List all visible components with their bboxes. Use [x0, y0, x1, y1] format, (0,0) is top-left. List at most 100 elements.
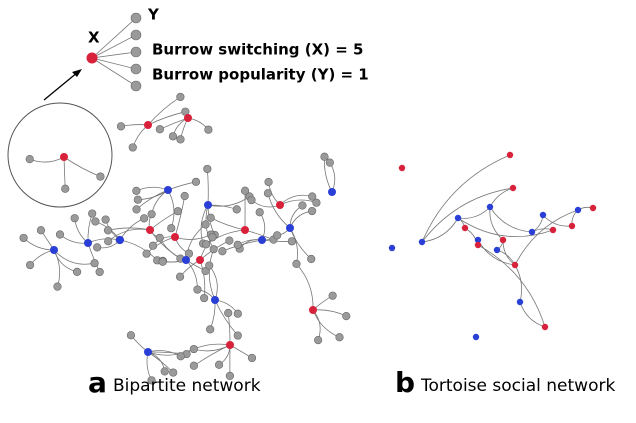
node — [158, 257, 167, 266]
node — [128, 143, 137, 152]
node — [72, 267, 82, 276]
node — [314, 336, 323, 345]
node — [168, 132, 178, 141]
node — [208, 233, 217, 242]
node — [200, 293, 209, 303]
edge — [421, 217, 459, 243]
node — [211, 296, 219, 304]
node — [201, 220, 210, 229]
edge — [91, 57, 137, 87]
node — [589, 204, 597, 212]
node — [474, 236, 482, 244]
node — [160, 367, 169, 376]
node — [130, 12, 142, 24]
edge — [53, 249, 61, 287]
node — [173, 207, 182, 216]
edge — [29, 249, 55, 266]
node — [255, 208, 264, 217]
edge — [519, 301, 546, 328]
edge — [489, 206, 504, 241]
node — [193, 285, 202, 294]
edge — [147, 96, 181, 126]
edge — [329, 162, 336, 193]
node — [144, 348, 152, 356]
edge — [489, 187, 514, 208]
edge — [53, 249, 95, 265]
node — [486, 203, 494, 211]
node — [103, 226, 113, 235]
edge — [477, 244, 546, 328]
node — [240, 186, 250, 195]
node — [549, 226, 557, 234]
node — [171, 233, 179, 241]
x-label: X — [88, 29, 100, 47]
node — [90, 259, 99, 268]
edge — [193, 344, 231, 367]
node — [539, 211, 547, 219]
node — [130, 63, 142, 75]
node — [398, 164, 406, 172]
panel-letter: b — [395, 366, 415, 399]
edge — [457, 206, 491, 219]
edge — [227, 312, 231, 346]
node — [95, 267, 104, 277]
node — [169, 368, 178, 377]
edge — [174, 195, 186, 238]
node — [307, 254, 316, 264]
node — [388, 244, 396, 252]
node — [25, 155, 34, 164]
node — [233, 309, 242, 318]
edge — [74, 218, 89, 244]
arrow-head — [72, 69, 82, 77]
edge — [137, 189, 169, 201]
edge — [421, 187, 514, 243]
node — [298, 201, 307, 210]
node — [312, 198, 321, 207]
panel-caption: Bipartite network — [113, 376, 261, 396]
node — [130, 29, 142, 41]
node — [309, 306, 317, 314]
node — [328, 291, 337, 300]
edge — [514, 209, 579, 266]
node — [182, 256, 190, 264]
node — [461, 224, 469, 232]
node — [308, 192, 317, 201]
node — [147, 376, 156, 385]
edge — [167, 189, 175, 229]
node — [528, 228, 536, 236]
edge — [87, 213, 93, 244]
node — [96, 172, 105, 181]
node — [511, 261, 519, 269]
node — [132, 186, 141, 195]
edge — [502, 239, 516, 266]
node — [61, 184, 70, 193]
node — [180, 191, 189, 201]
edge — [296, 263, 314, 311]
edge — [63, 156, 101, 177]
edge — [289, 227, 298, 264]
edge — [193, 344, 231, 352]
node — [506, 151, 514, 159]
y-label: Y — [147, 6, 160, 24]
edge — [312, 309, 347, 317]
node — [328, 188, 336, 196]
edge — [312, 309, 321, 341]
node — [116, 236, 124, 244]
node — [263, 189, 273, 198]
node — [224, 308, 233, 318]
zoom-arrow — [43, 71, 79, 101]
node — [130, 46, 142, 58]
node — [232, 205, 241, 214]
edge — [289, 210, 313, 229]
edge — [23, 237, 55, 251]
node — [225, 236, 234, 245]
node — [147, 210, 156, 219]
edge — [206, 168, 209, 206]
node — [568, 222, 576, 230]
node — [218, 247, 227, 256]
node — [499, 236, 507, 244]
node — [84, 239, 92, 247]
edge — [29, 156, 65, 163]
node — [454, 214, 462, 222]
node — [214, 360, 224, 369]
